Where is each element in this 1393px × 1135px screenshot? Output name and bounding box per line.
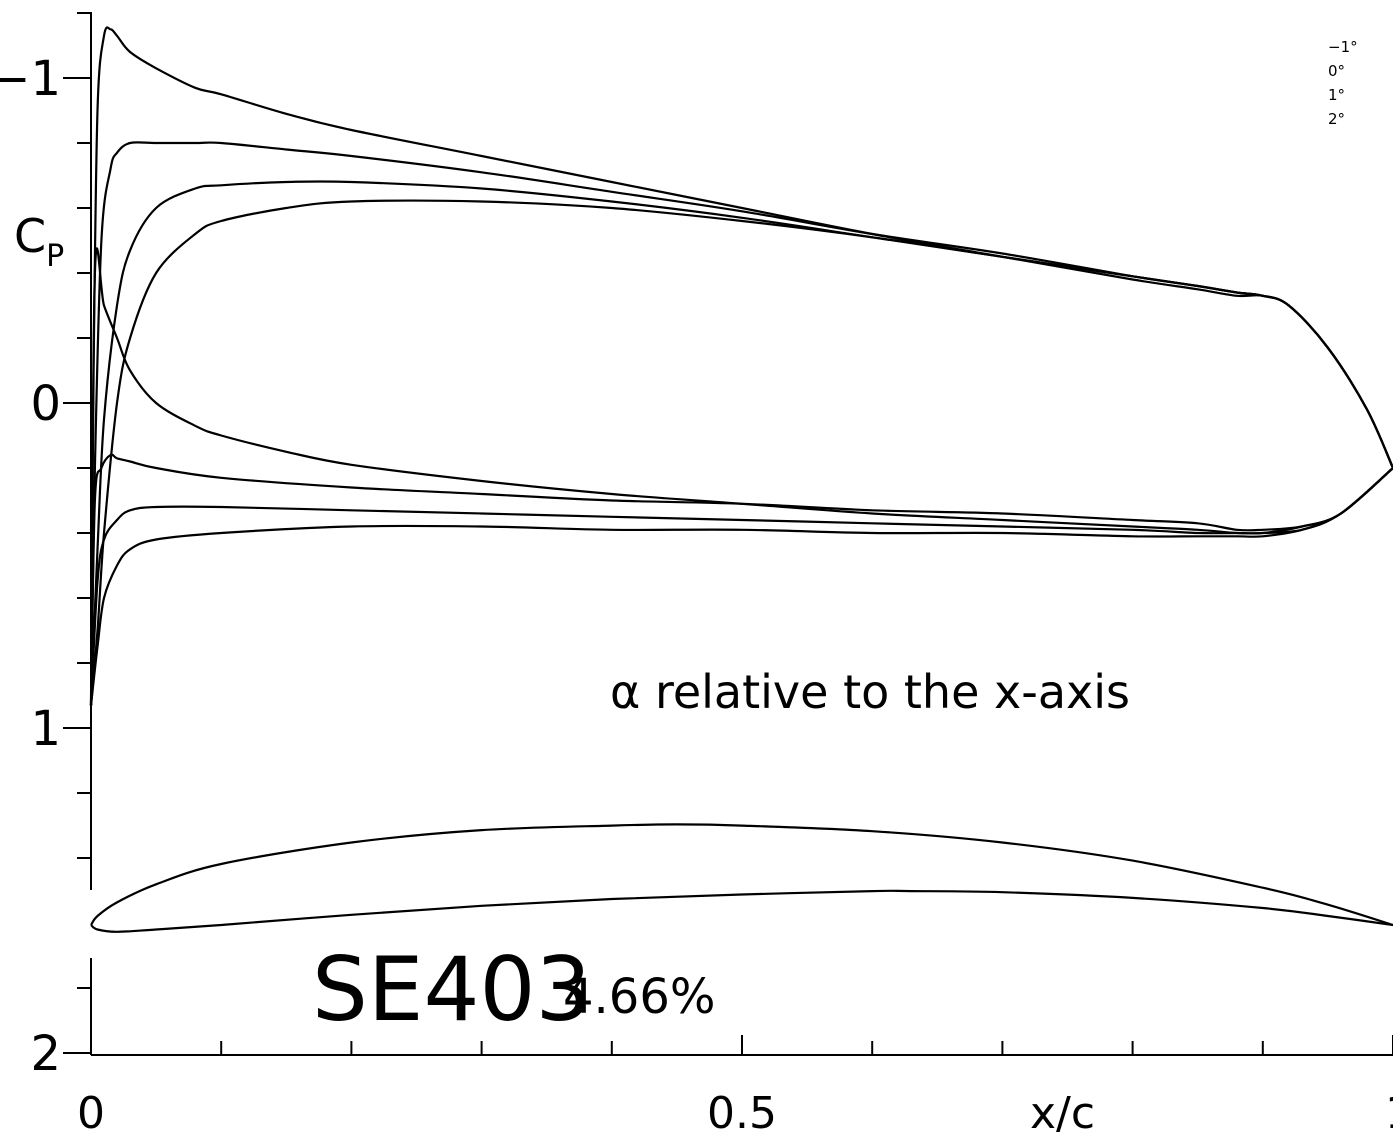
airfoil-thickness: 4.66% [563,969,715,1025]
y-tick-label: 0 [30,376,61,432]
legend-entry: 2° [1328,110,1345,128]
cp-curve-upper-3 [89,199,1393,706]
chart-labels: CP x/c α relative to the x-axis SE403 4.… [0,51,1393,1135]
cp-curve-upper-0 [89,26,1393,706]
legend-entry: −1° [1328,38,1358,56]
airfoil-name: SE403 [312,938,591,1041]
legend: −1° 0° 1° 2° [1328,38,1358,128]
alpha-annotation: α relative to the x-axis [610,665,1130,719]
x-tick-label: 0.5 [707,1088,777,1135]
legend-entry: 0° [1328,62,1345,80]
cp-curves [89,26,1393,706]
x-tick-label: 1 [1385,1088,1393,1135]
cp-curve-lower-3 [89,247,1393,706]
x-axis-label: x/c [1030,1088,1095,1135]
legend-entry: 1° [1328,86,1345,104]
cp-curve-upper-2 [89,180,1393,706]
y-axis-label: CP [14,209,64,274]
x-tick-label: 0 [77,1088,105,1135]
airfoil-shape [90,823,1393,933]
chart-axes [63,12,1393,1056]
airfoil-lower-surface [90,889,1393,933]
y-tick-label: 1 [30,701,61,757]
y-tick-label: 2 [30,1026,61,1082]
y-tick-label: −1 [0,51,61,107]
cp-curve-lower-2 [89,467,1393,706]
cp-curve-upper-1 [89,141,1393,706]
airfoil-upper-surface [90,823,1393,927]
